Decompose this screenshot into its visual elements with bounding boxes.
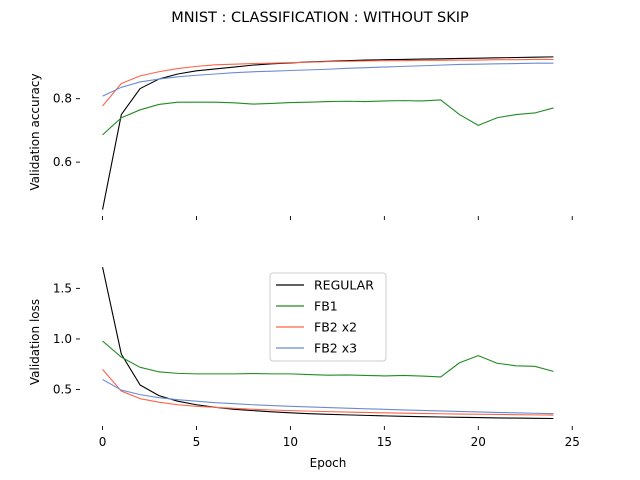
- figure-title: MNIST : CLASSIFICATION : WITHOUT SKIP: [171, 10, 469, 26]
- x-tick-label: 15: [377, 435, 392, 449]
- x-tick-label: 25: [565, 435, 580, 449]
- loss-panel: 0.5 1.0 1.5 0 5 10 15 20 25 Validation loss Epoch R…: [28, 266, 580, 470]
- series-line-fb1: [102, 99, 554, 136]
- legend-label: FB2 x2: [314, 320, 357, 335]
- x-tick-label: 5: [193, 435, 201, 449]
- legend-box: [269, 272, 387, 362]
- series-line-fb2-x2: [102, 58, 554, 107]
- accuracy-panel: 0.6 0.8 Validation accuracy: [28, 56, 573, 220]
- y-tick-label: 0.8: [53, 92, 72, 106]
- y-tick-label: 1.5: [53, 281, 72, 295]
- series-line-fb1: [102, 340, 554, 378]
- series-line-fb2-x3: [102, 62, 554, 97]
- y-tick-label: 1.0: [53, 332, 72, 346]
- series-line-fb2-x2: [102, 368, 554, 416]
- series-line-regular: [102, 56, 554, 210]
- x-tick-label: 10: [283, 435, 298, 449]
- x-axis-label: Epoch: [310, 456, 347, 470]
- y-axis-label: Validation loss: [28, 299, 42, 385]
- y-tick-label: 0.6: [53, 155, 72, 169]
- x-tick-label: 20: [471, 435, 486, 449]
- legend-label: FB2 x3: [314, 341, 357, 356]
- x-tick-label: 0: [99, 435, 107, 449]
- y-tick-label: 0.5: [53, 383, 72, 397]
- series-line-regular: [102, 266, 554, 420]
- legend: REGULAR FB1 FB2 x2 FB2 x3: [269, 272, 387, 362]
- y-axis-label: Validation accuracy: [28, 73, 42, 190]
- series-line-fb2-x3: [102, 378, 554, 415]
- legend-label: REGULAR: [314, 278, 374, 293]
- legend-label: FB1: [314, 299, 338, 314]
